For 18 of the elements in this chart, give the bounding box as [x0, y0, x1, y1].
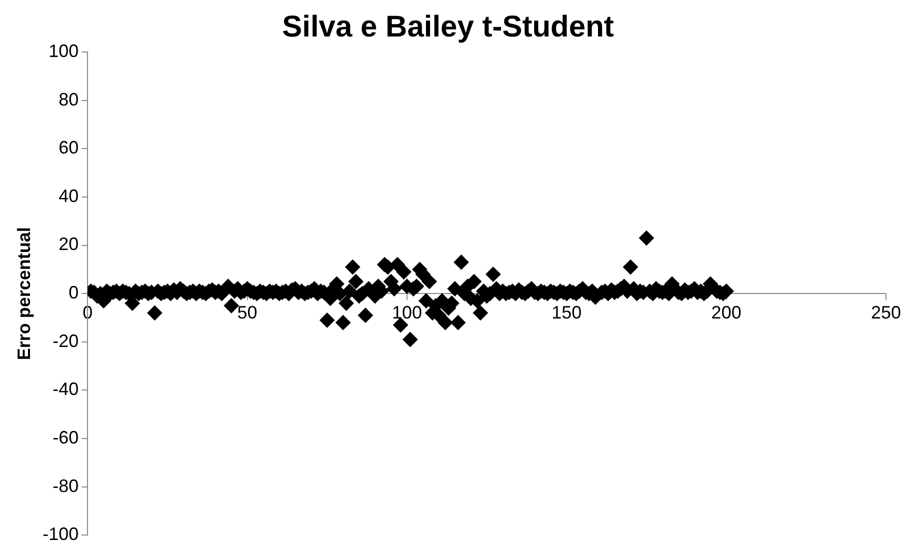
- y-tick-label: -40: [52, 379, 79, 400]
- x-tick-label: 150: [552, 302, 582, 322]
- y-tick-label: 40: [58, 186, 79, 206]
- x-tick-label: 250: [870, 302, 902, 322]
- y-tick-label: -80: [52, 476, 79, 496]
- y-tick-label: 100: [48, 40, 79, 61]
- y-tick-label: 80: [58, 89, 79, 110]
- chart-title: Silva e Bailey t-Student: [282, 10, 614, 44]
- y-tick-label: -60: [52, 428, 79, 448]
- y-tick-label: 60: [58, 138, 79, 158]
- y-tick-label: -100: [42, 524, 79, 544]
- y-tick-label: -20: [52, 330, 79, 351]
- x-tick-label: 50: [237, 302, 258, 322]
- y-tick-label: 20: [58, 234, 79, 254]
- y-tick-label: 0: [68, 282, 79, 303]
- x-tick-label: 100: [392, 302, 422, 322]
- x-tick-label: 200: [711, 302, 742, 322]
- y-axis-title: Erro percentual: [14, 227, 34, 360]
